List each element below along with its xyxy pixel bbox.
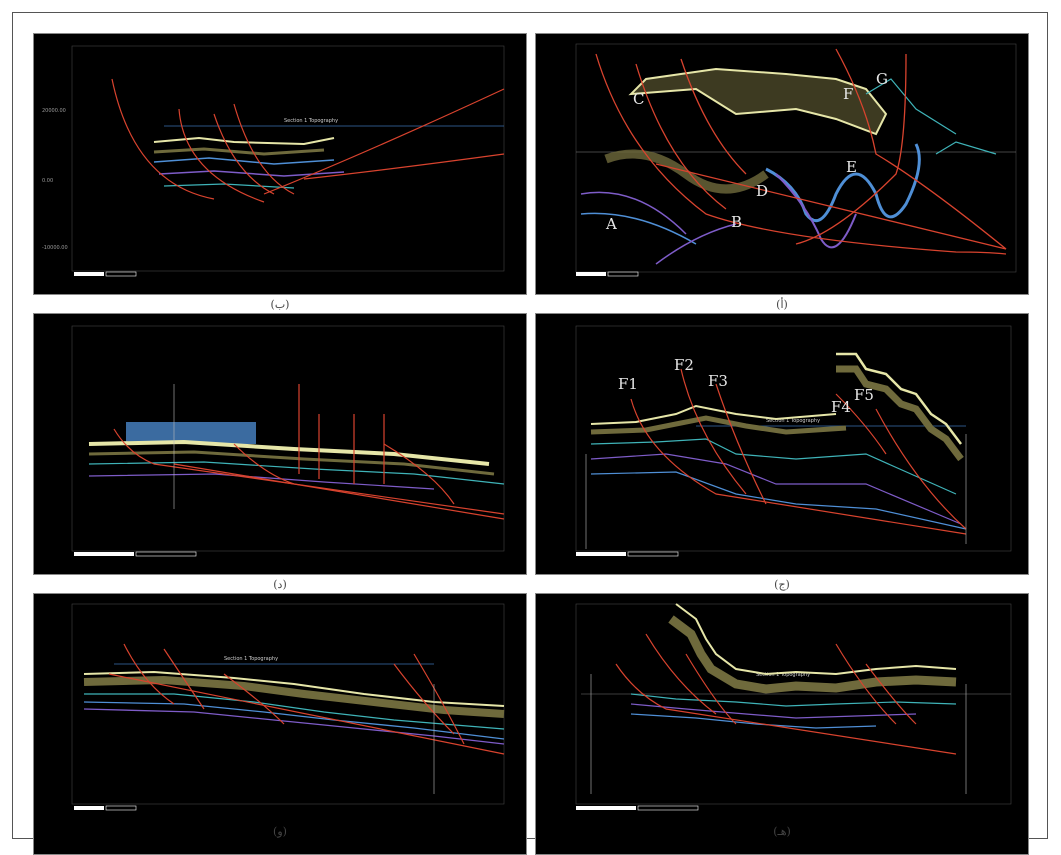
horizons	[153, 136, 345, 189]
wells-block	[126, 422, 256, 444]
scale-bar	[74, 272, 104, 276]
label-f: F	[843, 85, 853, 103]
caption-d: (ج)	[774, 578, 790, 591]
annotation-text: Section 1 Topography	[756, 672, 810, 678]
scale-bar	[576, 552, 626, 556]
caption-a: (ب)	[270, 298, 290, 311]
panel-f-canvas: Section 1 Topography	[575, 603, 1012, 811]
caption-c: (د)	[273, 578, 287, 591]
label-e: E	[846, 158, 857, 176]
panel-e: Section 1 Topography	[33, 593, 527, 855]
scale-bar	[607, 271, 639, 277]
horizons	[88, 439, 505, 490]
scale-bar	[637, 805, 699, 811]
scale-bar	[105, 805, 137, 811]
label-f3: F3	[708, 372, 728, 390]
faults	[615, 633, 957, 755]
tick-labels: 20000.00 0.00 -10000.00	[42, 108, 68, 251]
label-c: C	[633, 90, 644, 108]
label-a: A	[605, 215, 617, 233]
horizons	[83, 670, 505, 745]
tick-label: 20000.00	[42, 108, 66, 114]
faults	[111, 78, 505, 203]
scale-bar	[105, 271, 137, 277]
scale-bar	[74, 552, 134, 556]
label-f1: F1	[618, 375, 638, 393]
scale-bar	[576, 806, 636, 810]
figure-frame: 20000.00 0.00 -10000.00 Section 1 Topogr…	[12, 12, 1048, 855]
label-g: G	[876, 70, 888, 88]
panel-f: Section 1 Topography	[535, 593, 1029, 855]
horizons	[630, 603, 957, 729]
panel-d-canvas: Section 1 Topography F1 F2 F3	[575, 325, 1012, 557]
scale-bar	[627, 551, 679, 557]
annotation-text: Section 1 Topography	[284, 118, 338, 124]
annotation-text: Section 1 Topography	[766, 418, 820, 424]
panel-e-canvas: Section 1 Topography	[71, 603, 505, 811]
label-f5: F5	[854, 386, 874, 404]
tick-label: 0.00	[42, 178, 53, 184]
scale-bar	[135, 551, 197, 557]
annotation-text: Section 1 Topography	[224, 656, 278, 662]
panel-b-canvas: A B C D E F G	[575, 43, 1017, 277]
label-f2: F2	[674, 356, 694, 374]
caption-b: (أ)	[776, 298, 788, 311]
horizons	[590, 352, 967, 530]
panel-a: 20000.00 0.00 -10000.00 Section 1 Topogr…	[33, 33, 527, 295]
caption-f: (هـ)	[773, 825, 791, 838]
label-b: B	[731, 213, 742, 231]
panel-d: Section 1 Topography F1 F2 F3	[535, 313, 1029, 575]
panel-a-canvas: 20000.00 0.00 -10000.00 Section 1 Topogr…	[42, 45, 505, 277]
tick-label: -10000.00	[42, 245, 68, 251]
faults	[595, 48, 1007, 255]
scale-bar	[74, 806, 104, 810]
panel-c	[33, 313, 527, 575]
panel-b: A B C D E F G	[535, 33, 1029, 295]
caption-e: (و)	[273, 825, 287, 838]
faults	[113, 384, 505, 520]
faults	[108, 643, 505, 755]
scale-bar	[576, 272, 606, 276]
label-f4: F4	[831, 398, 851, 416]
label-d: D	[756, 182, 768, 200]
faults	[630, 368, 967, 535]
panel-c-canvas	[71, 325, 505, 557]
